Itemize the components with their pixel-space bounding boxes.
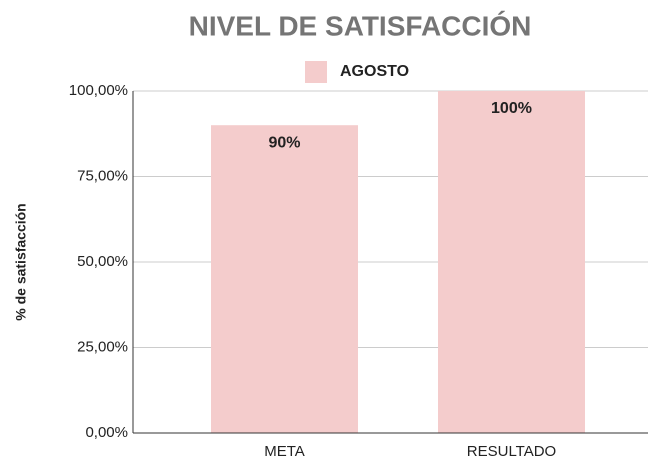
- y-tick-label: 0,00%: [85, 424, 128, 441]
- value-label: 90%: [268, 134, 300, 151]
- x-tick-label: RESULTADO: [467, 443, 556, 460]
- bar: [438, 91, 585, 433]
- legend-swatch: [305, 61, 327, 83]
- y-axis-label: % de satisfacción: [13, 203, 29, 321]
- value-label: 100%: [491, 100, 532, 117]
- y-tick-label: 100,00%: [69, 82, 128, 99]
- y-tick-label: 25,00%: [77, 338, 128, 355]
- y-tick-label: 75,00%: [77, 167, 128, 184]
- x-tick-label: META: [264, 443, 305, 460]
- chart-title: NIVEL DE SATISFACCIÓN: [189, 10, 532, 41]
- y-tick-label: 50,00%: [77, 253, 128, 270]
- bar: [211, 125, 358, 433]
- legend-label: AGOSTO: [340, 63, 409, 80]
